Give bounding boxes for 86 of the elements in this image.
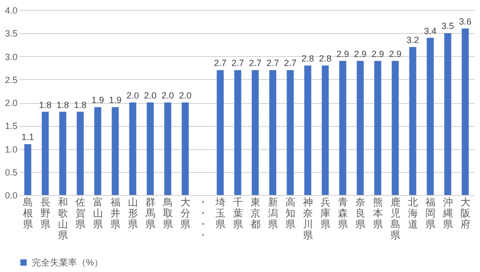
y-tick-label: 1.5 xyxy=(4,121,18,132)
bar xyxy=(269,70,276,195)
data-label: 2.9 xyxy=(371,48,384,59)
y-tick-label: 2.5 xyxy=(4,74,18,85)
x-tick-label: 埼玉県 xyxy=(214,196,226,230)
x-tick-label: 熊本県 xyxy=(372,196,383,230)
x-tick-label: 和歌山県 xyxy=(58,196,68,242)
bar xyxy=(392,60,399,195)
bar xyxy=(339,60,346,195)
data-label: 2.7 xyxy=(284,58,297,68)
x-tick-label: 東京都 xyxy=(250,196,260,230)
data-label: 3.4 xyxy=(424,26,437,36)
x-tick-label: 鳥取県 xyxy=(162,196,173,230)
y-tick-label: 0.5 xyxy=(4,167,18,178)
bar xyxy=(322,66,329,195)
data-label: 2.9 xyxy=(336,48,350,59)
bar xyxy=(42,112,49,195)
data-label: 2.7 xyxy=(214,58,227,68)
bar xyxy=(286,70,294,195)
legend-label: 完全失業率（%） xyxy=(32,258,104,268)
x-tick-label: 長野県 xyxy=(40,198,50,230)
bar xyxy=(356,60,364,195)
data-label: 2.0 xyxy=(144,90,157,100)
data-label: 2.0 xyxy=(161,90,174,100)
bar xyxy=(164,102,172,195)
data-label: 2.7 xyxy=(266,58,280,68)
y-tick-label: 3.0 xyxy=(4,52,18,62)
data-label: 3.5 xyxy=(441,21,454,32)
x-tick-label: 青森県 xyxy=(338,196,348,230)
y-tick-label: 3.5 xyxy=(4,28,18,39)
x-tick-label: 大阪府 xyxy=(460,196,470,230)
x-tick-label: 大分県 xyxy=(180,196,190,230)
x-tick-label: 群馬県 xyxy=(144,196,156,230)
data-label: 2.7 xyxy=(248,58,262,68)
data-label: 3.6 xyxy=(458,16,472,26)
data-label: 1.9 xyxy=(91,95,104,106)
bar xyxy=(462,28,469,195)
x-tick-label: 鹿児島県 xyxy=(390,196,400,242)
bar xyxy=(216,70,224,195)
x-tick-label: 佐賀県 xyxy=(75,198,86,230)
bar xyxy=(444,33,452,195)
x-tick-label: 兵庫県 xyxy=(320,196,330,230)
x-tick-label: 山形県 xyxy=(128,196,138,230)
x-tick-label: 千葉県 xyxy=(232,196,243,230)
bar xyxy=(426,38,434,195)
data-label: 2.0 xyxy=(178,90,192,100)
y-tick-label: 1.0 xyxy=(4,144,18,154)
data-label: 2.8 xyxy=(318,54,332,64)
data-label: 1.9 xyxy=(108,95,122,106)
bar xyxy=(304,66,312,195)
y-tick-label: 0.0 xyxy=(4,190,18,200)
data-label: 1.8 xyxy=(74,100,87,110)
data-label: 1.8 xyxy=(56,100,70,110)
x-tick-label: 福井県 xyxy=(110,196,120,230)
bar xyxy=(146,102,154,195)
data-label: 2.9 xyxy=(354,48,367,59)
x-tick-label: 奈良県 xyxy=(355,198,366,230)
data-label: 2.8 xyxy=(301,54,314,64)
x-tick-label: 新潟県 xyxy=(268,196,278,230)
data-label: 2.0 xyxy=(126,90,140,100)
x-tick-label: 島根県 xyxy=(22,196,33,230)
bar xyxy=(252,70,259,195)
x-tick-label: 高知県 xyxy=(285,196,296,230)
data-label: 2.7 xyxy=(231,58,244,68)
bar xyxy=(234,70,242,195)
bar xyxy=(374,60,382,195)
bar xyxy=(59,112,66,195)
bar xyxy=(24,144,32,195)
bar xyxy=(182,102,189,195)
y-tick-label: 4.0 xyxy=(4,6,18,16)
x-tick-label: 神奈川県 xyxy=(302,196,313,242)
x-tick-label: 富山県 xyxy=(92,196,103,230)
bar xyxy=(94,107,102,195)
data-label: 1.1 xyxy=(21,132,34,142)
bar xyxy=(112,107,119,195)
x-tick-label: 北海道 xyxy=(408,196,418,230)
x-tick-label: ・・・・ xyxy=(198,198,208,242)
x-tick-label: 沖縄県 xyxy=(442,196,453,230)
x-tick-label: 福岡県 xyxy=(425,196,436,230)
bar xyxy=(129,102,136,195)
bar xyxy=(409,47,416,195)
data-label: 2.9 xyxy=(388,48,402,59)
data-label: 1.8 xyxy=(38,100,52,110)
y-tick-label: 2.0 xyxy=(4,98,18,108)
data-label: 3.2 xyxy=(406,35,420,45)
bar xyxy=(76,112,84,195)
